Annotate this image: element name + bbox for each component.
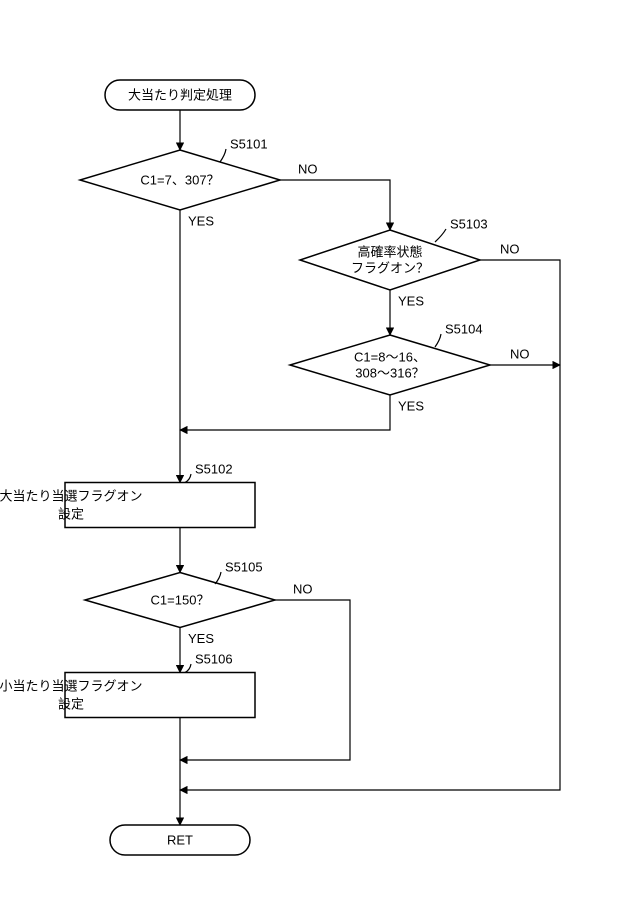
decision-s5104: C1=8〜16、308〜316？: [290, 335, 490, 395]
start-node-label: 大当たり判定処理: [128, 87, 232, 102]
decision-s5101-label: C1=7、307？: [140, 172, 219, 187]
decision-s5103: 高確率状態フラグオン？: [300, 230, 480, 290]
step-label-s5103: S5103: [450, 216, 488, 231]
process-s5102: 大当たり当選フラグオン設定: [0, 483, 255, 528]
edge-d4-no-label: NO: [293, 581, 313, 596]
decision-s5105: C1=150？: [85, 573, 275, 628]
step-label-s5102-leader: [185, 474, 191, 483]
edge-d3-yes: [180, 395, 390, 430]
edge-d1-no: [280, 180, 390, 230]
process-s5106: 小当たり当選フラグオン設定: [0, 673, 255, 718]
edge-d4-yes-label: YES: [188, 631, 214, 646]
process-s5102-line1: 大当たり当選フラグオン: [0, 488, 143, 503]
start-node: 大当たり判定処理: [105, 80, 255, 110]
ret-node-label: RET: [167, 832, 193, 847]
step-label-s5104: S5104: [445, 321, 483, 336]
ret-node: RET: [110, 825, 250, 855]
step-label-s5102: S5102: [195, 461, 233, 476]
edge-d2-yes-label: YES: [398, 293, 424, 308]
edge-d3-no-label: NO: [510, 346, 530, 361]
decision-s5105-label: C1=150？: [151, 592, 210, 607]
process-s5106-line1: 小当たり当選フラグオン: [0, 678, 143, 693]
step-label-s5101: S5101: [230, 136, 268, 151]
decision-s5103-line1: 高確率状態: [357, 244, 422, 259]
decision-s5103-line2: フラグオン？: [351, 260, 429, 275]
step-label-s5101-leader: [220, 149, 226, 162]
edge-d3-yes-label: YES: [398, 398, 424, 413]
process-s5102-line2: 設定: [58, 506, 84, 521]
process-s5106-line2: 設定: [58, 696, 84, 711]
step-label-s5105-leader: [215, 572, 221, 584]
decision-s5101: C1=7、307？: [80, 150, 280, 210]
decision-s5104-line1: C1=8〜16、: [354, 349, 426, 364]
step-label-s5106-leader: [185, 664, 191, 673]
step-label-s5106: S5106: [195, 651, 233, 666]
edge-d1-no-label: NO: [298, 161, 318, 176]
step-label-s5103-leader: [435, 229, 446, 242]
decision-s5104-line2: 308〜316？: [355, 365, 424, 380]
step-label-s5104-leader: [435, 334, 441, 347]
step-label-s5105: S5105: [225, 559, 263, 574]
edge-d1-yes-label: YES: [188, 213, 214, 228]
edge-d2-no-label: NO: [500, 241, 520, 256]
